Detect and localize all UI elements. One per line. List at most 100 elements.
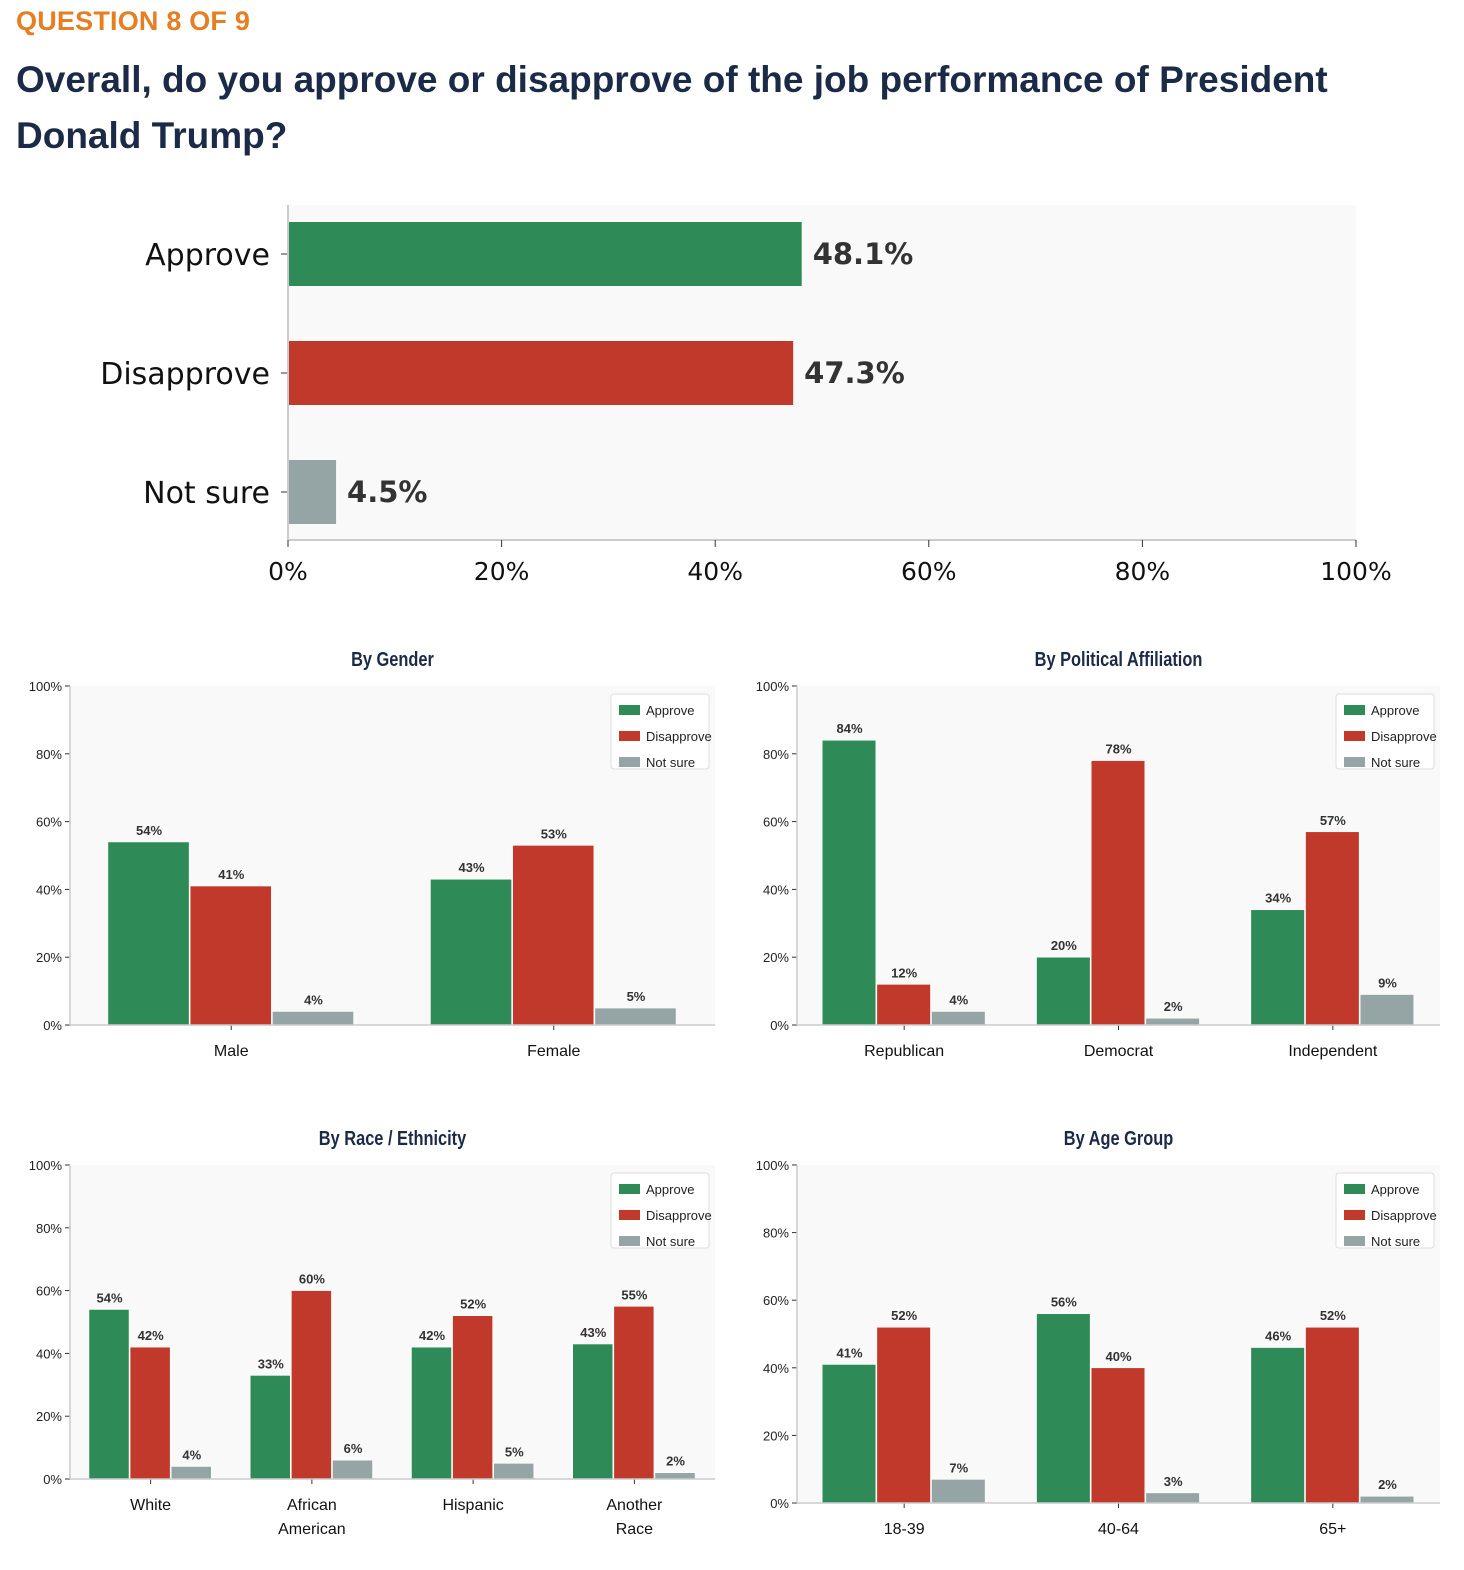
y-tick-label: 40%	[36, 1346, 62, 1361]
bar-not-sure	[654, 1472, 696, 1480]
bar-disapprove	[452, 1315, 493, 1480]
value-label: 56%	[1051, 1295, 1077, 1310]
category-label: 65+	[1319, 1521, 1346, 1538]
legend-label: Not sure	[1371, 755, 1420, 770]
value-label: 52%	[891, 1308, 917, 1323]
y-tick-label: 40%	[36, 882, 62, 897]
value-label: 55%	[621, 1287, 647, 1302]
y-tick-label: 0%	[43, 1472, 62, 1487]
legend-swatch-not-sure	[619, 757, 640, 767]
bar-not-sure	[170, 1466, 212, 1480]
value-label: 53%	[541, 826, 567, 841]
bar-disapprove	[613, 1306, 655, 1480]
chart-by-gender: By Gender 0% 20% 40% 60% 80% 100% 54% 41% 4% Male 4…	[29, 647, 715, 1060]
bar-not-sure	[272, 1011, 354, 1026]
x-tick-label: 60%	[901, 557, 957, 586]
y-tick-label: 100%	[756, 1158, 790, 1173]
value-label: 42%	[138, 1328, 164, 1343]
legend-label: Approve	[1371, 1182, 1419, 1197]
category-label: Female	[527, 1043, 580, 1060]
bar-approve	[1036, 956, 1091, 1026]
value-label: 2%	[1164, 999, 1183, 1014]
category-label: African American	[278, 1497, 346, 1538]
category-label: White	[130, 1497, 171, 1514]
value-label: 46%	[1265, 1329, 1291, 1344]
y-tick-label: 100%	[29, 679, 63, 694]
category-label: Hispanic	[442, 1497, 503, 1514]
chart-title: By Race / Ethnicity	[319, 1126, 467, 1149]
value-label: 48.1%	[813, 237, 914, 271]
category-label: Approve	[145, 238, 270, 273]
legend-label: Disapprove	[646, 1208, 712, 1223]
bar-approve	[1250, 909, 1305, 1026]
bar-not-sure	[1359, 994, 1415, 1026]
y-tick-label: 80%	[36, 1221, 62, 1236]
bar-approve	[249, 1375, 291, 1480]
value-label: 3%	[1164, 1474, 1183, 1489]
bar-disapprove	[1305, 831, 1360, 1026]
legend-swatch-not-sure	[1344, 757, 1365, 767]
bar-disapprove	[189, 885, 272, 1026]
bar-not-sure	[288, 460, 337, 524]
bar-not-sure	[931, 1479, 986, 1504]
legend-swatch-approve	[1344, 1184, 1365, 1194]
legend-label: Approve	[646, 1182, 694, 1197]
value-label: 4%	[182, 1447, 201, 1462]
value-label: 42%	[419, 1328, 445, 1343]
bar-approve	[88, 1309, 130, 1480]
legend-label: Disapprove	[1371, 729, 1437, 744]
value-label: 52%	[460, 1297, 486, 1312]
category-label: Disapprove	[100, 357, 270, 392]
bar-not-sure	[594, 1007, 677, 1026]
value-label: 40%	[1105, 1349, 1131, 1364]
y-tick-label: 0%	[770, 1018, 789, 1033]
legend-swatch-approve	[1344, 705, 1365, 715]
value-label: 7%	[949, 1460, 968, 1475]
value-label: 47.3%	[804, 356, 905, 390]
bar-approve	[430, 878, 512, 1026]
chart-by-age-group: By Age Group 0% 20% 40% 60% 80% 100% 41% 52% 7% 18…	[756, 1126, 1440, 1538]
chart-title: By Political Affiliation	[1035, 647, 1203, 670]
value-label: 12%	[891, 965, 917, 980]
value-label: 4%	[949, 992, 968, 1007]
bar-approve	[821, 739, 877, 1026]
chart-by-political-affiliation: By Political Affiliation 0% 20% 40% 60% 80% 10…	[756, 647, 1440, 1060]
bar-approve	[1250, 1347, 1305, 1504]
bar-disapprove	[876, 1326, 931, 1504]
bar-disapprove	[876, 984, 931, 1026]
y-tick-label: 0%	[770, 1496, 789, 1511]
bar-approve	[288, 222, 802, 286]
legend-label: Not sure	[1371, 1234, 1420, 1249]
chart-by-race-ethnicity: By Race / Ethnicity 0% 20% 40% 60% 80% 100% 54%…	[29, 1126, 715, 1538]
y-tick-label: 80%	[763, 747, 789, 762]
legend-label: Not sure	[646, 755, 695, 770]
y-tick-label: 40%	[763, 1361, 789, 1376]
category-label: Male	[214, 1043, 249, 1060]
y-tick-label: 80%	[763, 1226, 789, 1241]
y-tick-label: 20%	[763, 1428, 789, 1443]
bar-disapprove	[1090, 760, 1146, 1026]
value-label: 33%	[258, 1356, 284, 1371]
bar-not-sure	[332, 1459, 373, 1480]
value-label: 4%	[304, 992, 323, 1007]
legend-swatch-disapprove	[1344, 1210, 1365, 1220]
value-label: 9%	[1378, 975, 1397, 990]
bar-not-sure	[1359, 1495, 1415, 1504]
value-label: 54%	[136, 823, 162, 838]
category-label: Republican	[864, 1043, 944, 1060]
legend-label: Approve	[1371, 703, 1419, 718]
legend-swatch-disapprove	[619, 1210, 640, 1220]
legend-swatch-disapprove	[619, 731, 640, 741]
legend: Approve Disapprove Not sure	[1335, 693, 1437, 770]
bar-approve	[821, 1364, 877, 1504]
y-tick-label: 100%	[756, 679, 790, 694]
category-label: Independent	[1288, 1043, 1378, 1060]
legend: Approve Disapprove Not sure	[610, 1172, 712, 1249]
x-tick-label: 0%	[268, 557, 308, 586]
legend-swatch-disapprove	[1344, 731, 1365, 741]
value-label: 20%	[1051, 938, 1077, 953]
y-tick-label: 20%	[763, 950, 789, 965]
y-tick-label: 100%	[29, 1158, 63, 1173]
bar-disapprove	[1090, 1367, 1146, 1504]
